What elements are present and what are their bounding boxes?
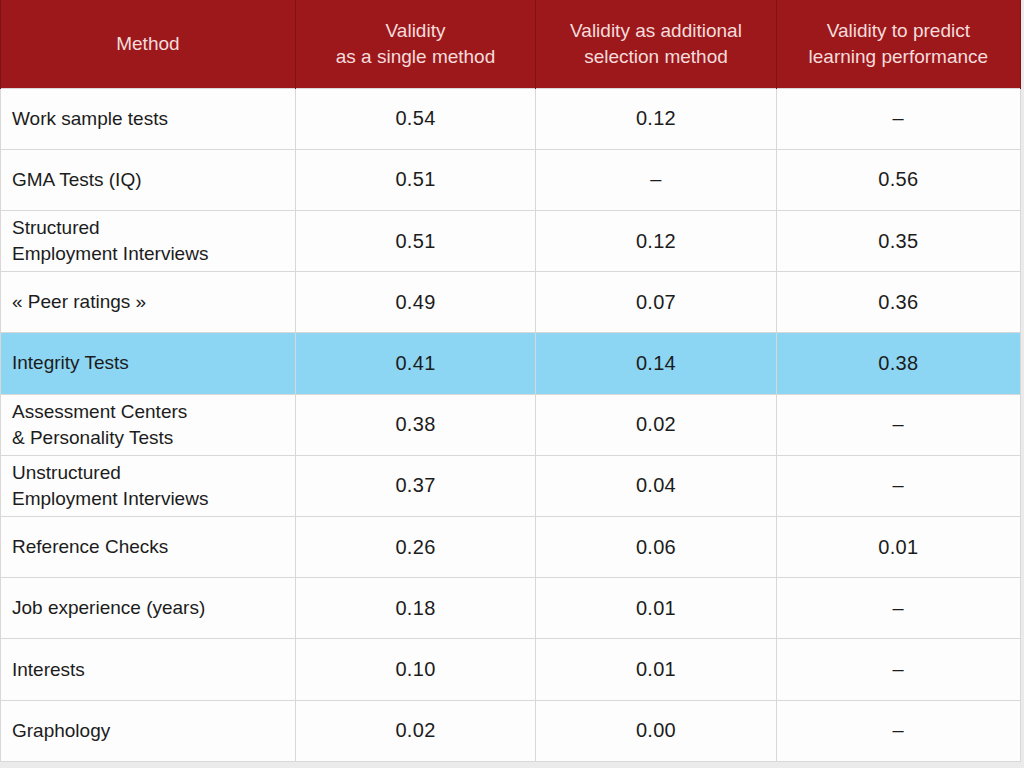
table-row: Assessment Centers & Personality Tests0.… [1,394,1021,455]
value-cell: – [776,700,1020,761]
value-cell: 0.01 [776,517,1020,578]
method-cell: « Peer ratings » [1,272,296,333]
column-header-validity-learning: Validity to predict learning performance [776,0,1020,88]
value-cell: 0.41 [295,333,535,394]
column-header-validity-additional: Validity as additional selection method [536,0,776,88]
value-cell: 0.10 [295,639,535,700]
value-cell: 0.01 [536,578,776,639]
value-cell: 0.07 [536,272,776,333]
value-cell: 0.14 [536,333,776,394]
table-row: « Peer ratings »0.490.070.36 [1,272,1021,333]
method-cell: Unstructured Employment Interviews [1,455,296,516]
value-cell: 0.12 [536,210,776,271]
method-cell: Reference Checks [1,517,296,578]
method-cell: GMA Tests (IQ) [1,149,296,210]
table-row: Graphology0.020.00– [1,700,1021,761]
value-cell: 0.04 [536,455,776,516]
value-cell: – [776,394,1020,455]
value-cell: – [776,455,1020,516]
method-cell: Structured Employment Interviews [1,210,296,271]
table-row: Interests0.100.01– [1,639,1021,700]
value-cell: 0.01 [536,639,776,700]
validity-table: Method Validity as a single method Valid… [0,0,1021,762]
value-cell: 0.18 [295,578,535,639]
method-cell: Integrity Tests [1,333,296,394]
table-row-highlighted: Integrity Tests0.410.140.38 [1,333,1021,394]
header-row: Method Validity as a single method Valid… [1,0,1021,88]
value-cell: – [776,578,1020,639]
value-cell: 0.38 [776,333,1020,394]
value-cell: 0.26 [295,517,535,578]
column-header-validity-single: Validity as a single method [295,0,535,88]
value-cell: 0.06 [536,517,776,578]
table-row: Job experience (years)0.180.01– [1,578,1021,639]
table-row: Reference Checks0.260.060.01 [1,517,1021,578]
value-cell: 0.49 [295,272,535,333]
value-cell: 0.54 [295,88,535,149]
value-cell: 0.12 [536,88,776,149]
table-body: Work sample tests0.540.12–GMA Tests (IQ)… [1,88,1021,762]
table-row: Unstructured Employment Interviews0.370.… [1,455,1021,516]
value-cell: 0.38 [295,394,535,455]
value-cell: 0.51 [295,210,535,271]
value-cell: 0.56 [776,149,1020,210]
value-cell: 0.35 [776,210,1020,271]
method-cell: Job experience (years) [1,578,296,639]
table-row: Work sample tests0.540.12– [1,88,1021,149]
value-cell: 0.02 [295,700,535,761]
value-cell: 0.36 [776,272,1020,333]
selection-methods-table: Method Validity as a single method Valid… [0,0,1021,762]
value-cell: 0.02 [536,394,776,455]
column-header-method: Method [1,0,296,88]
value-cell: – [536,149,776,210]
value-cell: – [776,88,1020,149]
value-cell: 0.51 [295,149,535,210]
method-cell: Work sample tests [1,88,296,149]
table-row: GMA Tests (IQ)0.51–0.56 [1,149,1021,210]
value-cell: 0.37 [295,455,535,516]
method-cell: Assessment Centers & Personality Tests [1,394,296,455]
value-cell: 0.00 [536,700,776,761]
table-row: Structured Employment Interviews0.510.12… [1,210,1021,271]
method-cell: Graphology [1,700,296,761]
page-background: Method Validity as a single method Valid… [0,0,1024,768]
value-cell: – [776,639,1020,700]
method-cell: Interests [1,639,296,700]
